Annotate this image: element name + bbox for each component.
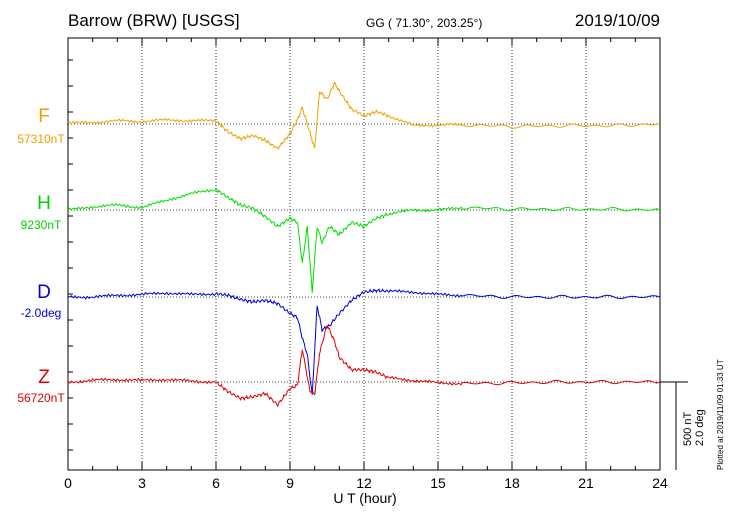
- baseline-label-h: 9230nT: [20, 218, 62, 232]
- baseline-label-z: 56720nT: [17, 391, 65, 405]
- station-coordinates: GG ( 71.30°, 203.25°): [366, 16, 483, 30]
- x-tick-label: 15: [430, 475, 446, 491]
- series-label-z: Z: [38, 367, 50, 388]
- baseline-label-d: -2.0deg: [20, 306, 62, 320]
- scale-bar-label-nt: 500 nT: [682, 411, 694, 446]
- x-tick-label: 24: [652, 475, 668, 491]
- x-tick-label: 18: [504, 475, 520, 491]
- chart-title: Barrow (BRW) [USGS]: [68, 11, 240, 30]
- x-tick-label: 9: [286, 475, 294, 491]
- x-tick-label: 21: [578, 475, 594, 491]
- x-tick-label: 6: [212, 475, 220, 491]
- x-axis-label: U T (hour): [333, 490, 397, 506]
- series-line-z: [67, 325, 661, 408]
- series-label-f: F: [38, 106, 50, 127]
- scale-bar-label-deg: 2.0 deg: [694, 409, 706, 446]
- series-line-h: [67, 188, 661, 293]
- chart-date: 2019/10/09: [574, 11, 660, 30]
- series-line-f: [67, 81, 661, 150]
- plotted-timestamp: Plotted at 2019/11/09 01:33 UT: [716, 359, 725, 470]
- baseline-label-f: 57310nT: [17, 132, 65, 146]
- x-tick-label: 0: [64, 475, 72, 491]
- series-line-d: [67, 288, 661, 395]
- series-label-h: H: [37, 193, 51, 214]
- x-tick-label: 12: [356, 475, 372, 491]
- x-tick-label: 3: [138, 475, 146, 491]
- series-label-d: D: [37, 282, 51, 303]
